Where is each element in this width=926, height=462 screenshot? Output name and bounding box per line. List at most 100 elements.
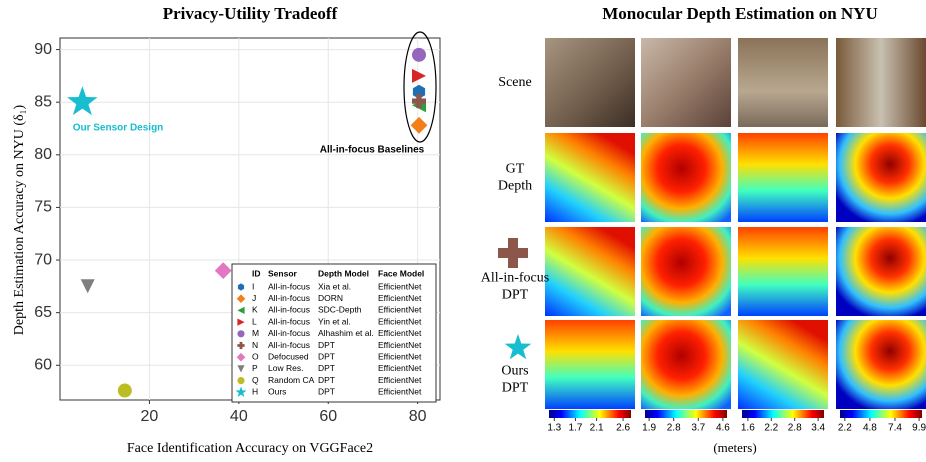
unit-label: (meters) [713,440,756,455]
scene-photo [836,38,926,127]
colorbar-tick-label: 1.9 [642,423,656,434]
y-tick-label: 70 [34,251,52,268]
legend-id: K [252,305,258,315]
row-label: Scene [498,75,531,90]
colorbar-tick-label: 1.3 [547,423,561,434]
y-axis-label: Depth Estimation Accuracy on NYU (δ₁) [12,104,27,335]
colorbar-tick-label: 2.2 [838,423,852,434]
point [411,117,428,134]
legend-header: Sensor [268,268,298,278]
scene-photo [738,38,828,127]
row-label: Depth [498,179,532,194]
depth-map [836,133,926,222]
panel-title: Monocular Depth Estimation on NYU [602,4,877,23]
colorbar-tick-label: 2.2 [764,423,778,434]
depth-map [545,320,635,409]
colorbar [742,410,824,418]
x-tick-label: 40 [230,408,248,425]
legend-depth-model: DORN [318,293,343,303]
depth-map [836,227,926,316]
legend-id: J [252,293,256,303]
legend-sensor: All-in-focus [268,316,310,326]
legend-face-model: EfficientNet [378,375,422,385]
legend-marker [237,330,244,337]
legend-depth-model: SDC-Depth [318,305,362,315]
colorbar-tick-label: 2.1 [590,423,604,434]
legend-face-model: EfficientNet [378,351,422,361]
row-label: All-in-focus [481,271,549,286]
point [215,262,232,279]
legend-face-model: EfficientNet [378,305,422,315]
legend-sensor: All-in-focus [268,293,310,303]
legend-depth-model: DPT [318,351,335,361]
depth-map [836,320,926,409]
scene-photo [545,38,635,127]
legend-face-model: EfficientNet [378,328,422,338]
colorbar-tick-label: 4.8 [863,423,877,434]
depth-map [641,227,731,316]
legend-id: N [252,340,258,350]
point [412,48,426,62]
y-tick-label: 75 [34,199,52,216]
x-tick-label: 20 [141,408,159,425]
legend-sensor: Low Res. [268,363,303,373]
colorbar-tick-label: 3.4 [811,423,825,434]
annotation: Our Sensor Design [73,123,164,134]
legend-id: P [252,363,258,373]
y-tick-label: 65 [34,304,52,321]
legend-sensor: Defocused [268,351,309,361]
legend-face-model: EfficientNet [378,316,422,326]
point [67,86,98,115]
legend-face-model: EfficientNet [378,293,422,303]
legend-sensor: All-in-focus [268,281,310,291]
plus-icon [498,238,528,268]
depth-map [545,227,635,316]
row-label: Ours [501,364,528,379]
legend-id: M [252,328,259,338]
y-tick-label: 85 [34,93,52,110]
legend-face-model: EfficientNet [378,363,422,373]
legend-id: Q [252,375,259,385]
legend-id: L [252,316,257,326]
legend-sensor: Ours [268,387,286,397]
legend-depth-model: DPT [318,375,335,385]
legend-face-model: EfficientNet [378,281,422,291]
figure: Privacy-Utility Tradeoff Face Identifica… [0,0,926,462]
legend-id: I [252,281,254,291]
y-tick-label: 80 [34,146,52,163]
legend-id: H [252,387,258,397]
legend-depth-model: DPT [318,340,335,350]
y-tick-label: 90 [34,41,52,58]
depth-map [545,133,635,222]
colorbar-tick-label: 1.6 [741,423,755,434]
image-grid [545,38,926,409]
legend-depth-model: Alhashim et al. [318,328,374,338]
legend-depth-model: Xia et al. [318,281,351,291]
x-axis-label: Face Identification Accuracy on VGGFace2 [127,441,373,456]
legend-sensor: Random CA [268,375,315,385]
star-icon [505,334,532,359]
legend-face-model: EfficientNet [378,340,422,350]
row-label: DPT [502,381,529,396]
legend-sensor: All-in-focus [268,305,310,315]
legend-sensor: All-in-focus [268,328,310,338]
legend-sensor: All-in-focus [268,340,310,350]
depth-map [641,320,731,409]
colorbar-tick-label: 9.9 [912,423,926,434]
colorbar [645,410,727,418]
row-label: GT [506,162,525,177]
y-tick-label: 60 [34,356,52,373]
legend-header: Face Model [378,268,424,278]
legend-depth-model: Yin et al. [318,316,351,326]
legend-depth-model: DPT [318,387,335,397]
point [118,384,132,398]
annotation: All-in-focus Baselines [320,145,425,156]
colorbar-tick-label: 2.8 [667,423,681,434]
legend-depth-model: DPT [318,363,335,373]
depth-map [641,133,731,222]
colorbar-tick-label: 2.6 [616,423,630,434]
colorbar-tick-label: 3.7 [691,423,705,434]
x-tick-label: 80 [409,408,427,425]
legend-face-model: EfficientNet [378,387,422,397]
row-label: DPT [502,288,529,303]
